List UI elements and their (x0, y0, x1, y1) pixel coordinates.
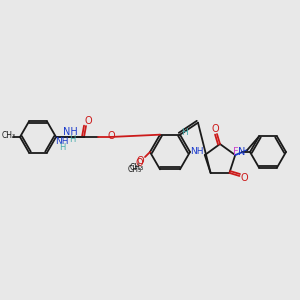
Text: NH: NH (190, 147, 203, 156)
Text: H: H (69, 136, 75, 145)
Text: O: O (84, 116, 92, 126)
Text: O: O (135, 158, 143, 168)
Text: CH₃: CH₃ (128, 164, 142, 173)
Text: NH: NH (55, 137, 69, 146)
Text: H: H (182, 128, 188, 137)
Text: F: F (233, 147, 239, 157)
Text: O: O (211, 124, 219, 134)
Text: CH₃: CH₃ (130, 163, 144, 172)
Text: O: O (136, 156, 144, 166)
Text: CH₃: CH₃ (2, 131, 16, 140)
Text: N: N (238, 147, 245, 157)
Text: NH: NH (63, 127, 77, 137)
Text: O: O (107, 131, 115, 141)
Text: O: O (241, 173, 248, 183)
Text: H: H (59, 142, 65, 152)
